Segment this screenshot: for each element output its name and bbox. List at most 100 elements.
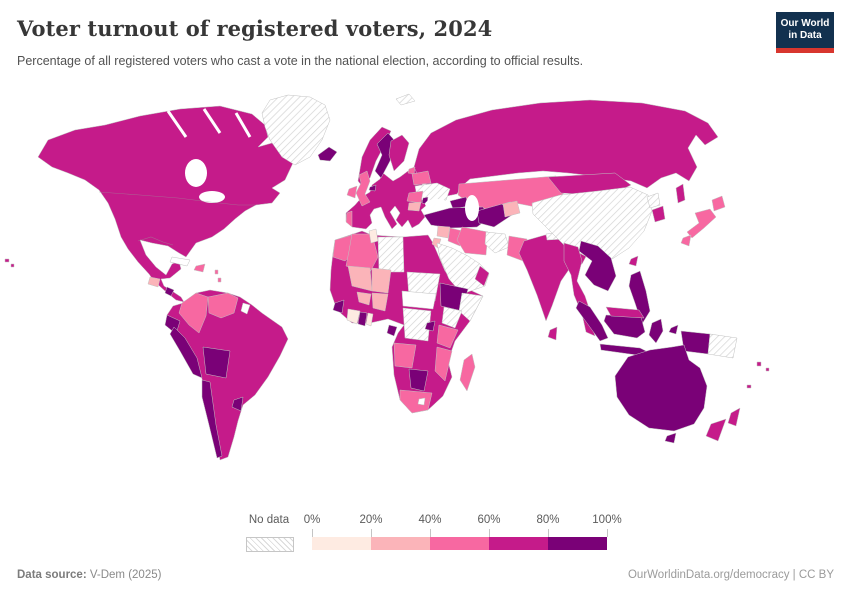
map-region-sakhalin[interactable] [675, 183, 686, 204]
owid-logo[interactable]: Our World in Data [776, 12, 834, 53]
hudson-bay [185, 159, 207, 187]
map-region-costa-rica[interactable] [164, 286, 175, 297]
map-region-colombia[interactable] [178, 292, 209, 334]
map-region-united-kingdom[interactable] [355, 170, 371, 207]
map-region-suriname[interactable] [240, 302, 251, 315]
map-region-belgium[interactable] [368, 184, 377, 192]
map-region-ireland[interactable] [346, 185, 358, 199]
map-region-lesser-antilles[interactable] [214, 269, 222, 283]
great-lakes [199, 191, 225, 203]
map-region-malaysia-borneo[interactable] [605, 306, 645, 319]
map-region-uruguay[interactable] [231, 396, 244, 412]
map-region-japan[interactable] [680, 195, 726, 247]
legend-bin-20-40[interactable] [371, 537, 430, 550]
map-region-greenland[interactable] [261, 94, 331, 166]
map-region-niger[interactable] [371, 267, 392, 294]
map-region-sumatra[interactable] [575, 300, 609, 342]
world-map [0, 85, 850, 513]
arctic-channels [166, 108, 252, 138]
map-region-rwanda[interactable] [424, 320, 436, 332]
map-region-madagascar[interactable] [459, 353, 476, 392]
data-source-value: V-Dem (2025) [86, 569, 162, 581]
map-region-botswana[interactable] [408, 368, 429, 392]
map-region-indonesia-borneo[interactable] [603, 314, 646, 339]
legend-no-data-label: No data [248, 514, 290, 526]
map-region-somalia[interactable] [458, 292, 484, 322]
map-region-iceland[interactable] [317, 146, 338, 162]
map-region-syria[interactable] [436, 225, 451, 239]
legend-no-data-swatch[interactable] [246, 537, 294, 552]
map-region-north-america[interactable] [37, 105, 294, 303]
map-region-guinea[interactable] [332, 299, 345, 314]
map-region-belarus[interactable] [411, 170, 432, 186]
map-region-iran[interactable] [456, 226, 489, 256]
map-region-burkina-faso[interactable] [356, 291, 372, 306]
map-region-nigeria[interactable] [371, 292, 389, 312]
legend-tick-mark [371, 529, 372, 537]
map-region-kenya[interactable] [441, 306, 463, 329]
legend-tick-mark [489, 529, 490, 537]
map-region-central-africa[interactable] [401, 290, 437, 310]
map-region-bolivia[interactable] [202, 346, 231, 379]
legend-bin-60-80[interactable] [489, 537, 548, 550]
map-region-oman[interactable] [474, 265, 490, 287]
map-region-sri-lanka[interactable] [547, 326, 558, 341]
legend-tick-label-60: 60% [477, 514, 501, 526]
map-region-mozambique[interactable] [434, 346, 453, 382]
legend-bin-80-100[interactable] [548, 537, 607, 550]
map-region-ivory-coast[interactable] [346, 308, 361, 325]
map-region-afghanistan[interactable] [484, 231, 510, 254]
map-region-angola[interactable] [393, 342, 417, 369]
map-region-peru[interactable] [169, 326, 203, 379]
map-region-new-zealand[interactable] [705, 407, 741, 442]
map-region-gabon[interactable] [386, 324, 398, 337]
map-region-pacific-islands[interactable] [746, 361, 770, 389]
map-region-benin[interactable] [365, 312, 374, 327]
map-region-chile[interactable] [201, 379, 223, 459]
us-canada-border [98, 191, 256, 206]
map-region-ghana[interactable] [357, 311, 368, 327]
map-region-sulawesi[interactable] [648, 318, 664, 344]
data-source-label: Data source: [17, 569, 87, 581]
credit-line[interactable]: OurWorldinData.org/democracy | CC BY [627, 569, 834, 581]
map-region-vietnam[interactable] [578, 240, 617, 292]
map-region-hispaniola[interactable] [193, 263, 206, 273]
map-region-uzbekistan[interactable] [476, 203, 513, 228]
map-region-svalbard[interactable] [395, 93, 416, 106]
map-region-china[interactable] [531, 186, 653, 262]
map-region-lesotho[interactable] [417, 397, 426, 406]
legend-tick-label-100: 100% [592, 514, 622, 526]
owid-logo-red-bar [776, 48, 834, 53]
map-region-finland[interactable] [388, 134, 410, 172]
map-region-papua-new-guinea[interactable] [707, 333, 738, 359]
map-region-romania[interactable] [406, 190, 424, 204]
map-region-tasmania[interactable] [664, 432, 677, 444]
map-region-north-korea[interactable] [646, 192, 661, 209]
map-region-portugal[interactable] [345, 210, 353, 228]
map-region-cuba[interactable] [169, 256, 191, 267]
map-region-australia[interactable] [614, 344, 708, 432]
map-region-moluccas[interactable] [668, 324, 679, 335]
map-region-libya[interactable] [377, 236, 405, 273]
legend-tick-mark [548, 529, 549, 537]
map-region-bulgaria[interactable] [407, 201, 422, 212]
map-region-estonia[interactable] [407, 166, 416, 175]
map-region-tanzania[interactable] [436, 324, 459, 349]
map-region-taiwan[interactable] [628, 255, 639, 267]
legend-bin-40-60[interactable] [430, 537, 489, 550]
map-region-guatemala[interactable] [147, 276, 161, 288]
legend-tick-label-40: 40% [418, 514, 442, 526]
legend-bin-0-20[interactable] [312, 537, 371, 550]
map-region-dr-congo[interactable] [402, 307, 432, 342]
map-region-south-korea[interactable] [651, 205, 666, 223]
map-region-hawaii[interactable] [4, 258, 15, 268]
map-region-south-africa[interactable] [399, 389, 433, 414]
map-region-kyrgyzstan[interactable] [502, 200, 521, 218]
map-region-saudi-arabia[interactable] [436, 242, 490, 295]
legend-bar [312, 537, 607, 550]
map-region-venezuela[interactable] [207, 292, 239, 319]
map-region-sweden[interactable] [374, 132, 396, 179]
legend-tick-mark [607, 529, 608, 537]
map-region-philippines[interactable] [628, 270, 651, 325]
